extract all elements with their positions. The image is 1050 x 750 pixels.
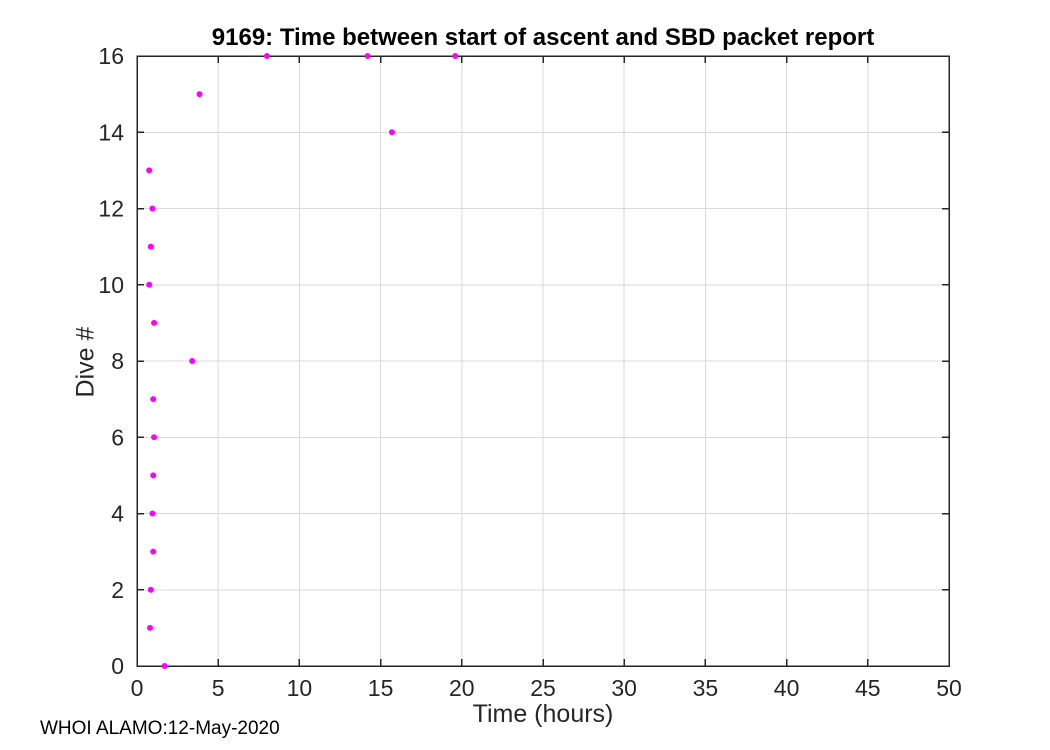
data-point — [146, 167, 153, 174]
data-point — [149, 510, 156, 517]
data-point — [147, 586, 154, 593]
data-point — [388, 129, 395, 136]
y-tick-label: 0 — [111, 653, 124, 679]
x-tick-label: 5 — [212, 675, 225, 701]
x-tick-label: 20 — [449, 675, 475, 701]
data-point — [150, 472, 157, 479]
x-tick-label: 30 — [611, 675, 637, 701]
x-tick-label: 50 — [936, 675, 962, 701]
data-point — [364, 53, 371, 59]
data-point — [147, 243, 154, 250]
y-tick-label: 16 — [98, 43, 124, 69]
y-tick-label: 6 — [111, 424, 124, 450]
x-axis-label: Time (hours) — [472, 700, 614, 728]
data-point — [151, 319, 158, 326]
y-tick-label: 10 — [98, 272, 124, 298]
data-point — [263, 53, 270, 59]
y-tick-label: 8 — [111, 348, 124, 374]
x-tick-label: 40 — [774, 675, 800, 701]
y-tick-label: 14 — [98, 119, 124, 145]
data-point — [150, 396, 157, 403]
data-point — [151, 434, 158, 441]
data-point — [149, 205, 156, 212]
y-tick-label: 2 — [111, 577, 124, 603]
x-tick-label: 0 — [131, 675, 144, 701]
x-tick-label: 25 — [530, 675, 556, 701]
data-point — [161, 663, 168, 669]
watermark-text: WHOI ALAMO:12-May-2020 — [40, 718, 280, 739]
chart-title: 9169: Time between start of ascent and S… — [211, 24, 875, 51]
data-point — [196, 91, 203, 98]
data-point — [150, 548, 157, 555]
x-tick-label: 45 — [855, 675, 881, 701]
data-point — [146, 624, 153, 631]
y-tick-label: 4 — [111, 501, 124, 527]
x-tick-label: 10 — [287, 675, 313, 701]
x-tick-label: 35 — [693, 675, 719, 701]
data-point — [189, 358, 196, 364]
data-point — [452, 53, 459, 59]
y-axis-label: Dive # — [71, 326, 100, 398]
x-tick-label: 15 — [368, 675, 394, 701]
data-point — [146, 281, 153, 288]
y-tick-label: 12 — [98, 196, 124, 222]
